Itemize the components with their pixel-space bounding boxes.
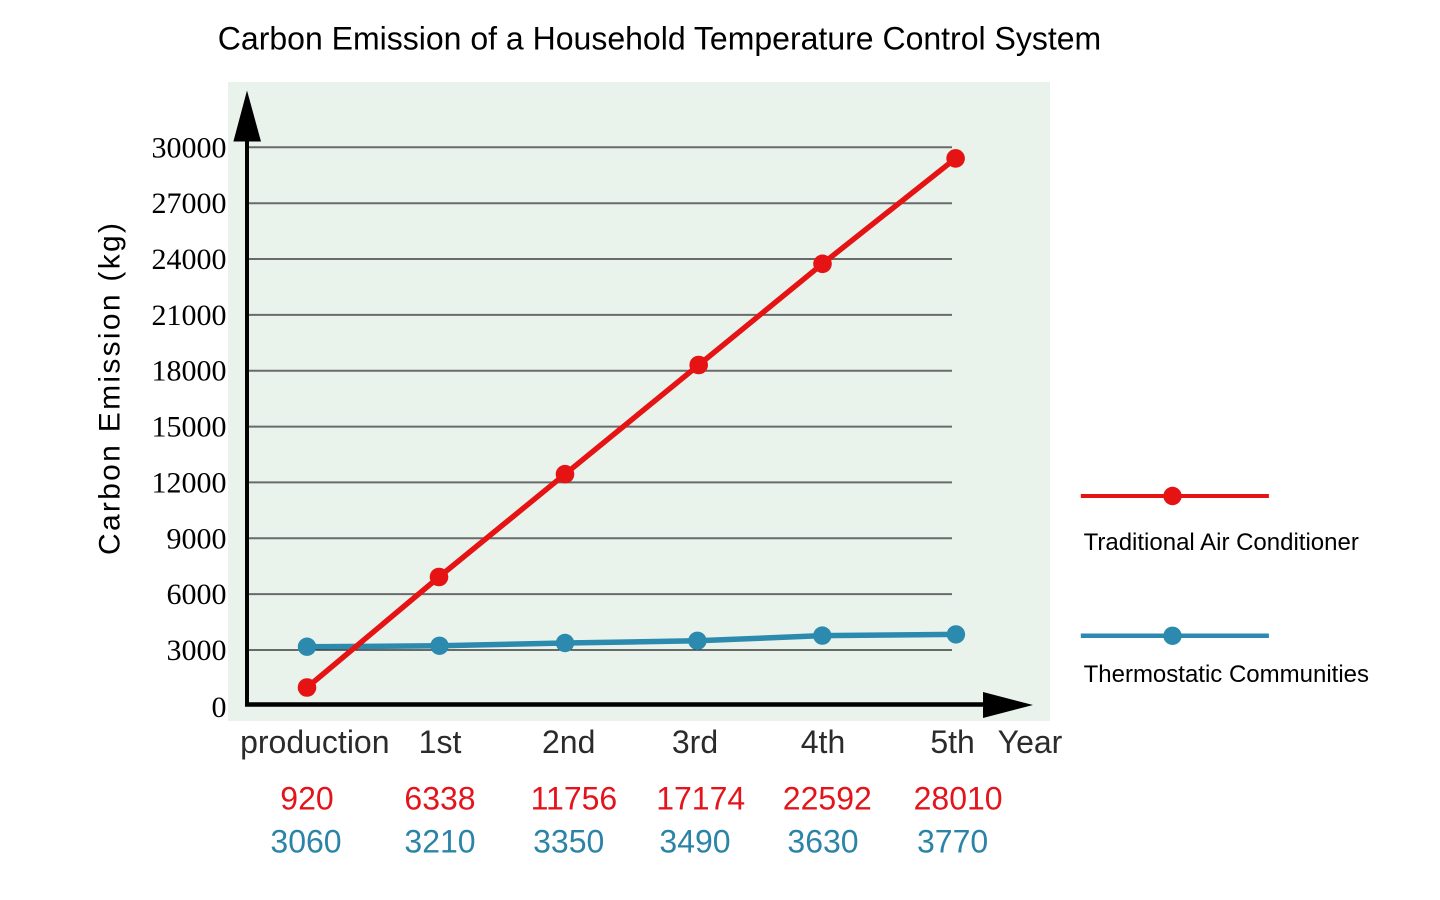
svg-text:3060: 3060	[270, 824, 341, 860]
svg-text:1st: 1st	[419, 724, 462, 760]
svg-text:24000: 24000	[152, 243, 227, 276]
svg-text:6000: 6000	[167, 578, 227, 611]
svg-text:22592: 22592	[783, 781, 872, 817]
svg-text:30000: 30000	[152, 131, 227, 164]
svg-text:3490: 3490	[659, 824, 730, 860]
svg-text:Carbon Emission of a Household: Carbon Emission of a Household Temperatu…	[218, 20, 1101, 56]
svg-text:3630: 3630	[787, 824, 858, 860]
svg-text:2nd: 2nd	[542, 724, 595, 760]
svg-text:17174: 17174	[656, 781, 745, 817]
svg-text:15000: 15000	[152, 411, 227, 444]
svg-text:production: production	[240, 724, 389, 760]
svg-text:920: 920	[280, 781, 333, 817]
svg-text:3770: 3770	[917, 824, 988, 860]
svg-text:3000: 3000	[167, 634, 227, 667]
svg-text:12000: 12000	[152, 466, 227, 499]
svg-text:18000: 18000	[152, 355, 227, 388]
svg-text:Thermostatic Communities: Thermostatic Communities	[1084, 661, 1369, 688]
svg-text:6338: 6338	[404, 781, 475, 817]
svg-text:3rd: 3rd	[672, 724, 718, 760]
svg-text:4th: 4th	[801, 724, 845, 760]
svg-text:5th: 5th	[930, 724, 974, 760]
svg-text:27000: 27000	[152, 187, 227, 220]
svg-text:21000: 21000	[152, 299, 227, 332]
svg-text:0: 0	[212, 691, 227, 724]
svg-text:3210: 3210	[404, 824, 475, 860]
svg-text:Traditional Air Conditioner: Traditional Air Conditioner	[1084, 529, 1359, 556]
svg-text:Year: Year	[998, 724, 1063, 760]
svg-text:28010: 28010	[914, 781, 1003, 817]
svg-text:11756: 11756	[531, 781, 618, 817]
svg-text:3350: 3350	[533, 824, 604, 860]
svg-text:Carbon Emission (kg): Carbon Emission (kg)	[94, 223, 127, 555]
svg-text:9000: 9000	[167, 522, 227, 555]
